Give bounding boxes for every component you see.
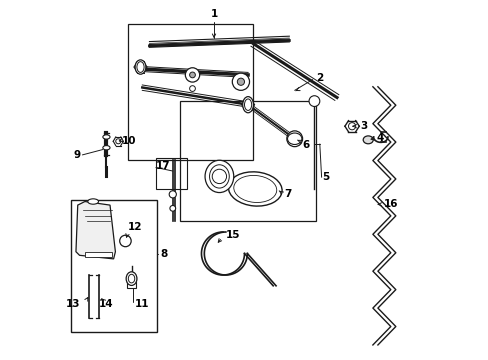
Ellipse shape xyxy=(137,62,144,72)
Circle shape xyxy=(169,206,175,211)
Ellipse shape xyxy=(128,274,135,283)
Ellipse shape xyxy=(126,272,137,285)
Text: 17: 17 xyxy=(156,161,171,171)
Text: 5: 5 xyxy=(322,172,329,182)
Ellipse shape xyxy=(102,135,110,139)
Bar xyxy=(70,200,156,332)
Ellipse shape xyxy=(209,165,229,188)
Circle shape xyxy=(116,139,121,144)
Text: 12: 12 xyxy=(128,222,142,232)
Text: 14: 14 xyxy=(99,299,113,309)
Ellipse shape xyxy=(363,136,372,144)
Text: 13: 13 xyxy=(65,299,80,309)
Text: 1: 1 xyxy=(210,9,217,19)
Text: 16: 16 xyxy=(383,199,397,210)
Ellipse shape xyxy=(233,175,276,202)
Circle shape xyxy=(308,96,319,107)
Text: 15: 15 xyxy=(225,230,240,239)
Circle shape xyxy=(212,169,226,184)
Text: 2: 2 xyxy=(316,73,323,83)
Circle shape xyxy=(237,78,244,85)
Ellipse shape xyxy=(204,160,233,193)
Bar xyxy=(180,101,316,221)
Ellipse shape xyxy=(228,172,282,206)
Ellipse shape xyxy=(88,199,99,204)
Circle shape xyxy=(169,191,176,198)
Circle shape xyxy=(185,68,199,82)
Text: 10: 10 xyxy=(122,136,136,145)
Bar xyxy=(85,252,112,257)
Bar xyxy=(155,158,187,189)
Bar xyxy=(126,277,136,288)
Circle shape xyxy=(120,235,131,247)
Polygon shape xyxy=(76,202,115,259)
Text: 8: 8 xyxy=(160,248,167,258)
Circle shape xyxy=(189,72,195,78)
Text: 3: 3 xyxy=(359,121,366,131)
Text: 11: 11 xyxy=(134,299,149,309)
Ellipse shape xyxy=(242,96,253,113)
Text: 9: 9 xyxy=(73,150,80,160)
Circle shape xyxy=(286,131,302,147)
Ellipse shape xyxy=(287,133,301,144)
Text: 7: 7 xyxy=(284,189,291,199)
Circle shape xyxy=(189,86,195,91)
Bar xyxy=(128,24,253,160)
Circle shape xyxy=(232,73,249,90)
Circle shape xyxy=(290,135,298,142)
Circle shape xyxy=(348,123,355,130)
Ellipse shape xyxy=(102,145,110,150)
Ellipse shape xyxy=(135,60,145,74)
Text: 6: 6 xyxy=(301,140,308,150)
Text: 4: 4 xyxy=(376,134,383,143)
Ellipse shape xyxy=(244,99,251,111)
